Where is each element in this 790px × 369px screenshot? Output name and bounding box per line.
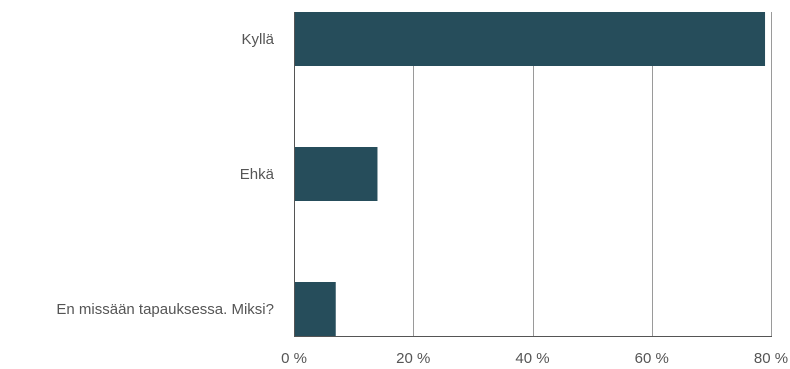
bar-2 — [294, 147, 378, 201]
x-tick-label-20: 20 % — [396, 350, 430, 367]
x-tick-label-0: 0 % — [281, 350, 307, 367]
x-tick-label-40: 40 % — [515, 350, 549, 367]
category-label-2: Ehkä — [240, 166, 275, 183]
bar-3 — [294, 282, 336, 336]
bars — [294, 12, 766, 336]
labels: Kyllä Ehkä En missään tapauksessa. Miksi? 0… — [56, 31, 788, 367]
category-label-3: En missään tapauksessa. Miksi? — [56, 301, 274, 318]
x-tick-label-80: 80 % — [754, 350, 788, 367]
category-label-1: Kyllä — [241, 31, 274, 48]
x-tick-label-60: 60 % — [635, 350, 669, 367]
bar-1 — [294, 12, 766, 66]
axes — [294, 12, 772, 337]
